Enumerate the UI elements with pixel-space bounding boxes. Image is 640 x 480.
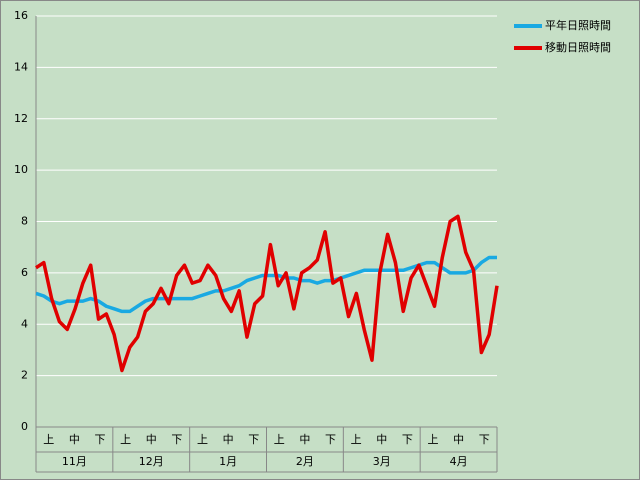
- y-tick-label: 14: [14, 60, 28, 73]
- x-tick-label: 下: [479, 433, 490, 446]
- legend-label: 平年日照時間: [545, 18, 611, 32]
- x-tick-label: 中: [69, 433, 80, 446]
- x-group-label: 2月: [296, 455, 314, 468]
- x-tick-label: 下: [325, 433, 336, 446]
- y-tick-label: 6: [21, 266, 28, 279]
- x-tick-label: 中: [299, 433, 310, 446]
- x-tick-label: 上: [351, 433, 362, 446]
- y-tick-label: 2: [21, 369, 28, 382]
- y-tick-label: 8: [21, 215, 28, 228]
- x-tick-label: 中: [453, 433, 464, 446]
- x-tick-label: 下: [171, 433, 182, 446]
- x-group-label: 11月: [62, 455, 87, 468]
- series-line: [35, 214, 499, 373]
- y-tick-label: 0: [21, 420, 28, 433]
- x-tick-label: 中: [223, 433, 234, 446]
- y-tick-label: 12: [14, 112, 28, 125]
- y-tick-label: 16: [14, 9, 28, 22]
- x-tick-label: 下: [248, 433, 259, 446]
- x-tick-label: 上: [274, 433, 285, 446]
- x-tick-label: 中: [376, 433, 387, 446]
- y-tick-label: 4: [21, 317, 28, 330]
- x-tick-label: 中: [146, 433, 157, 446]
- x-group-label: 12月: [139, 455, 164, 468]
- x-group-label: 3月: [373, 455, 391, 468]
- x-tick-label: 上: [197, 433, 208, 446]
- x-group-label: 4月: [450, 455, 468, 468]
- x-tick-label: 下: [402, 433, 413, 446]
- x-group-label: 1月: [219, 455, 237, 468]
- x-tick-label: 上: [427, 433, 438, 446]
- x-tick-label: 上: [120, 433, 131, 446]
- legend-label: 移動日照時間: [545, 40, 611, 54]
- y-tick-label: 10: [14, 163, 28, 176]
- x-tick-label: 下: [95, 433, 106, 446]
- x-tick-label: 上: [43, 433, 54, 446]
